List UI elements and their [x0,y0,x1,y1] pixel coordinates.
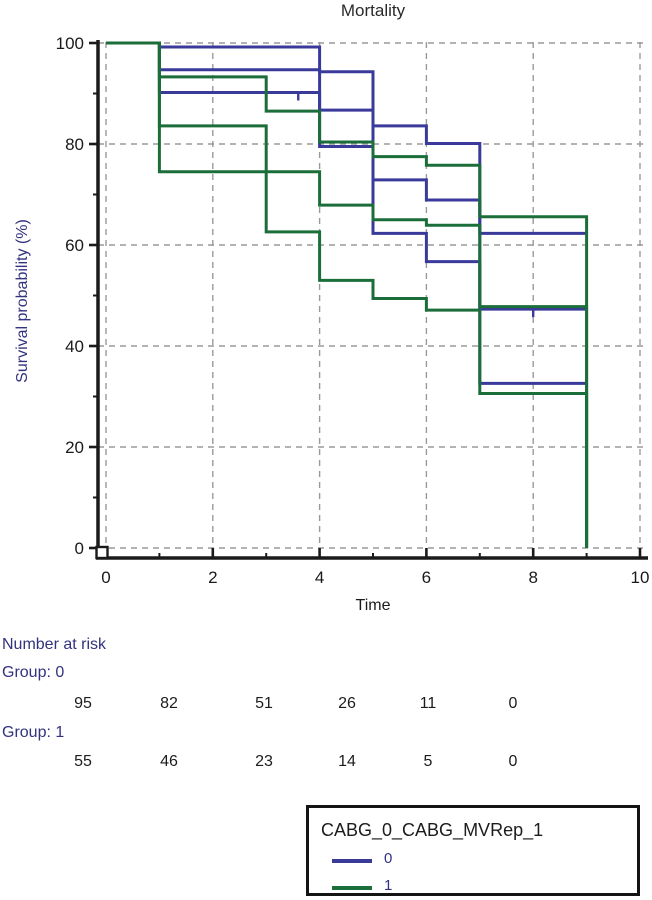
x-tick-label: 8 [528,568,537,587]
at-risk-value: 46 [160,753,178,770]
at-risk-value: 51 [255,695,273,712]
number-at-risk-heading: Number at risk [2,636,107,653]
survival-curve-group-1-main [106,41,589,548]
at-risk-value: 0 [508,695,518,712]
y-tick-label: 80 [65,135,84,154]
at-risk-value: 26 [338,695,356,712]
survival-curve-group-1-upper_ci [106,41,589,548]
y-tick-label: 60 [65,236,84,255]
x-tick-label: 6 [422,568,431,587]
at-risk-value: 5 [423,753,433,770]
x-tick-label: 2 [208,568,217,587]
y-tick-label: 100 [56,34,84,53]
at-risk-value: 95 [74,695,92,712]
at-risk-group-0-label: Group: 0 [2,664,65,681]
legend-swatch-group-0 [332,859,372,863]
at-risk-value: 0 [508,753,518,770]
legend-box: CABG_0_CABG_MVRep_1 0 1 [306,805,640,896]
at-risk-group-1-label: Group: 1 [2,724,65,741]
y-tick-label: 0 [75,539,84,558]
y-tick-label: 20 [65,438,84,457]
x-tick-label: 0 [101,568,110,587]
chart-title: Mortality [340,1,406,20]
legend-label-group-1: 1 [384,877,393,894]
at-risk-value: 23 [255,753,273,770]
x-tick-label: 4 [315,568,324,587]
axis-corner-marker [95,545,109,560]
legend-title: CABG_0_CABG_MVRep_1 [321,820,544,840]
at-risk-value: 11 [419,695,437,712]
survival-curve-group-0-lower_ci [106,41,587,385]
at-risk-value: 14 [338,753,356,770]
x-tick-label: 10 [631,568,650,587]
legend-swatch-group-1 [332,886,372,890]
survival-curve-group-1-lower_ci [106,41,589,548]
y-axis-label: Survival probability (%) [14,219,31,383]
at-risk-value: 82 [160,695,178,712]
x-axis-label: Time [355,597,391,614]
survival-curve-group-0-main [106,41,587,311]
at-risk-value: 55 [74,753,92,770]
legend-label-group-0: 0 [384,850,393,867]
y-tick-label: 40 [65,337,84,356]
